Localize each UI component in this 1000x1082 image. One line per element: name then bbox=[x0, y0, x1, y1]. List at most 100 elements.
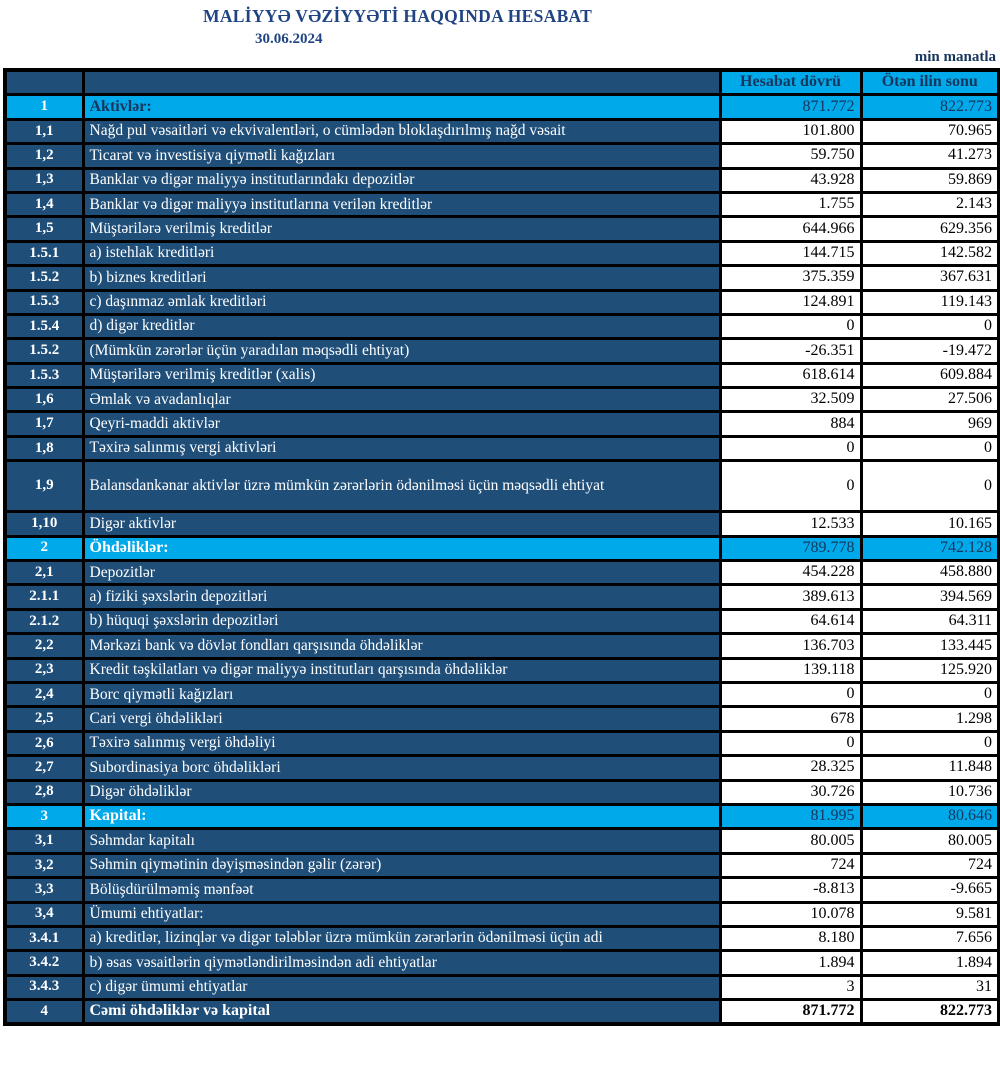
row-number: 1.5.2 bbox=[3, 264, 85, 292]
value-previous-year-end: 822.773 bbox=[859, 998, 1000, 1026]
value-previous-year-end: 0 bbox=[859, 680, 1000, 709]
table-row: 1,6 Əmlak və avadanlıqlar 32.509 27.506 bbox=[3, 386, 1000, 414]
table-row: 1,8 Təxirə salınmış vergi aktivləri 0 0 bbox=[3, 434, 1000, 463]
row-label: Subordinasiya borc öhdəlikləri bbox=[81, 754, 722, 782]
table-row: 3 Kapital: 81.995 80.646 bbox=[3, 802, 1000, 831]
table-row: 1.5.2 (Mümkün zərərlər üçün yaradılan məq… bbox=[3, 337, 1000, 365]
table-row: 3,4 Ümumi ehtiyatlar: 10.078 9.581 bbox=[3, 900, 1000, 928]
value-previous-year-end: 9.581 bbox=[859, 900, 1000, 928]
value-reporting-period: 28.325 bbox=[718, 754, 863, 782]
value-reporting-period: 12.533 bbox=[718, 510, 863, 538]
value-reporting-period: 1.894 bbox=[718, 949, 863, 977]
value-reporting-period: 871.772 bbox=[718, 998, 863, 1026]
row-number: 2,8 bbox=[3, 778, 85, 806]
row-number: 1.5.3 bbox=[3, 288, 85, 316]
value-reporting-period: 884 bbox=[718, 410, 863, 438]
table-row: 1,5 Müştərilərə verilmiş kreditlər 644.966… bbox=[3, 215, 1000, 243]
row-label: d) digər kreditlər bbox=[81, 312, 722, 341]
table-row: 3.4.2 b) əsas vəsaitlərin qiymətləndirilm… bbox=[3, 949, 1000, 977]
value-previous-year-end: -9.665 bbox=[859, 876, 1000, 904]
row-number: 1.5.2 bbox=[3, 337, 85, 365]
row-number: 2,1 bbox=[3, 559, 85, 587]
value-reporting-period: 32.509 bbox=[718, 386, 863, 414]
table-row: 2,3 Kredit təşkilatları və digər maliyyə … bbox=[3, 656, 1000, 685]
value-previous-year-end: 70.965 bbox=[859, 117, 1000, 146]
value-previous-year-end: 10.165 bbox=[859, 510, 1000, 538]
value-reporting-period: 0 bbox=[718, 729, 863, 758]
row-label: Cari vergi öhdəlikləri bbox=[81, 705, 722, 733]
value-reporting-period: 10.078 bbox=[718, 900, 863, 928]
value-previous-year-end: 1.298 bbox=[859, 705, 1000, 733]
table-row: 1.5.3 c) daşınmaz əmlak kreditləri 124.891… bbox=[3, 288, 1000, 316]
row-number: 3,1 bbox=[3, 827, 85, 855]
table-header-row: Hesabat dövrü Ötən ilin sonu bbox=[3, 68, 1000, 97]
row-label: Bölüşdürülməmiş mənfəət bbox=[81, 876, 722, 904]
value-previous-year-end: 1.894 bbox=[859, 949, 1000, 977]
corner-cell-number bbox=[3, 68, 85, 97]
row-number: 2,7 bbox=[3, 754, 85, 782]
value-previous-year-end: 969 bbox=[859, 410, 1000, 438]
value-previous-year-end: 27.506 bbox=[859, 386, 1000, 414]
value-reporting-period: 139.118 bbox=[718, 656, 863, 685]
row-label: Təxirə salınmış vergi aktivləri bbox=[81, 434, 722, 463]
value-previous-year-end: 41.273 bbox=[859, 142, 1000, 170]
value-previous-year-end: 133.445 bbox=[859, 632, 1000, 660]
value-reporting-period: 0 bbox=[718, 459, 863, 514]
row-label: Əmlak və avadanlıqlar bbox=[81, 386, 722, 414]
col-header-previous-year-end: Ötən ilin sonu bbox=[859, 68, 1000, 97]
row-label: Kapital: bbox=[81, 802, 722, 831]
value-reporting-period: 81.995 bbox=[718, 802, 863, 831]
table-row: 3.4.1 a) kreditlər, lizinqlər və digər tə… bbox=[3, 924, 1000, 953]
row-number: 3,4 bbox=[3, 900, 85, 928]
row-label: Aktivlər: bbox=[81, 93, 722, 121]
table-row: 1,3 Banklar və digər maliyyə institutları… bbox=[3, 166, 1000, 194]
value-previous-year-end: 31 bbox=[859, 973, 1000, 1002]
row-label: Müştərilərə verilmiş kreditlər (xalis) bbox=[81, 361, 722, 390]
row-number: 2.1.1 bbox=[3, 583, 85, 611]
row-number: 2,6 bbox=[3, 729, 85, 758]
value-reporting-period: -26.351 bbox=[718, 337, 863, 365]
value-reporting-period: 0 bbox=[718, 680, 863, 709]
row-number: 4 bbox=[3, 998, 85, 1026]
value-previous-year-end: 142.582 bbox=[859, 239, 1000, 268]
value-previous-year-end: 64.311 bbox=[859, 607, 1000, 636]
value-previous-year-end: -19.472 bbox=[859, 337, 1000, 365]
row-number: 1.5.3 bbox=[3, 361, 85, 390]
value-reporting-period: 789.778 bbox=[718, 534, 863, 563]
row-label: b) hüquqi şəxslərin depozitləri bbox=[81, 607, 722, 636]
row-label: Cəmi öhdəliklər və kapital bbox=[81, 998, 722, 1026]
table-row: 2 Öhdəliklər: 789.778 742.128 bbox=[3, 534, 1000, 563]
row-number: 2,5 bbox=[3, 705, 85, 733]
table-row: 1,2 Ticarət və investisiya qiymətli kağız… bbox=[3, 142, 1000, 170]
value-previous-year-end: 0 bbox=[859, 434, 1000, 463]
row-number: 2,4 bbox=[3, 680, 85, 709]
financial-position-table: Hesabat dövrü Ötən ilin sonu 1 Aktivlər: 8… bbox=[3, 68, 1000, 1027]
row-number: 1,4 bbox=[3, 190, 85, 219]
row-number: 1,3 bbox=[3, 166, 85, 194]
value-reporting-period: 724 bbox=[718, 851, 863, 880]
row-label: c) daşınmaz əmlak kreditləri bbox=[81, 288, 722, 316]
corner-cell-description bbox=[81, 68, 722, 97]
row-label: Öhdəliklər: bbox=[81, 534, 722, 563]
row-number: 1,10 bbox=[3, 510, 85, 538]
row-number: 3.4.1 bbox=[3, 924, 85, 953]
row-label: a) fiziki şəxslərin depozitləri bbox=[81, 583, 722, 611]
row-label: b) biznes kreditləri bbox=[81, 264, 722, 292]
table-row: 2.1.1 a) fiziki şəxslərin depozitləri 389.… bbox=[3, 583, 1000, 611]
row-label: Ümumi ehtiyatlar: bbox=[81, 900, 722, 928]
row-number: 1,9 bbox=[3, 459, 85, 514]
row-label: Depozitlər bbox=[81, 559, 722, 587]
value-previous-year-end: 10.736 bbox=[859, 778, 1000, 806]
report-date: 30.06.2024 bbox=[255, 31, 323, 47]
col-header-reporting-period: Hesabat dövrü bbox=[718, 68, 863, 97]
value-reporting-period: 871.772 bbox=[718, 93, 863, 121]
table-row: 2,8 Digər öhdəliklər 30.726 10.736 bbox=[3, 778, 1000, 806]
table-row: 3,3 Bölüşdürülməmiş mənfəət -8.813 -9.665 bbox=[3, 876, 1000, 904]
row-label: Banklar və digər maliyyə institutlarına … bbox=[81, 190, 722, 219]
row-number: 2.1.2 bbox=[3, 607, 85, 636]
value-previous-year-end: 125.920 bbox=[859, 656, 1000, 685]
row-label: b) əsas vəsaitlərin qiymətləndirilməsind… bbox=[81, 949, 722, 977]
row-number: 1,1 bbox=[3, 117, 85, 146]
table-row: 1,10 Digər aktivlər 12.533 10.165 bbox=[3, 510, 1000, 538]
value-previous-year-end: 0 bbox=[859, 312, 1000, 341]
